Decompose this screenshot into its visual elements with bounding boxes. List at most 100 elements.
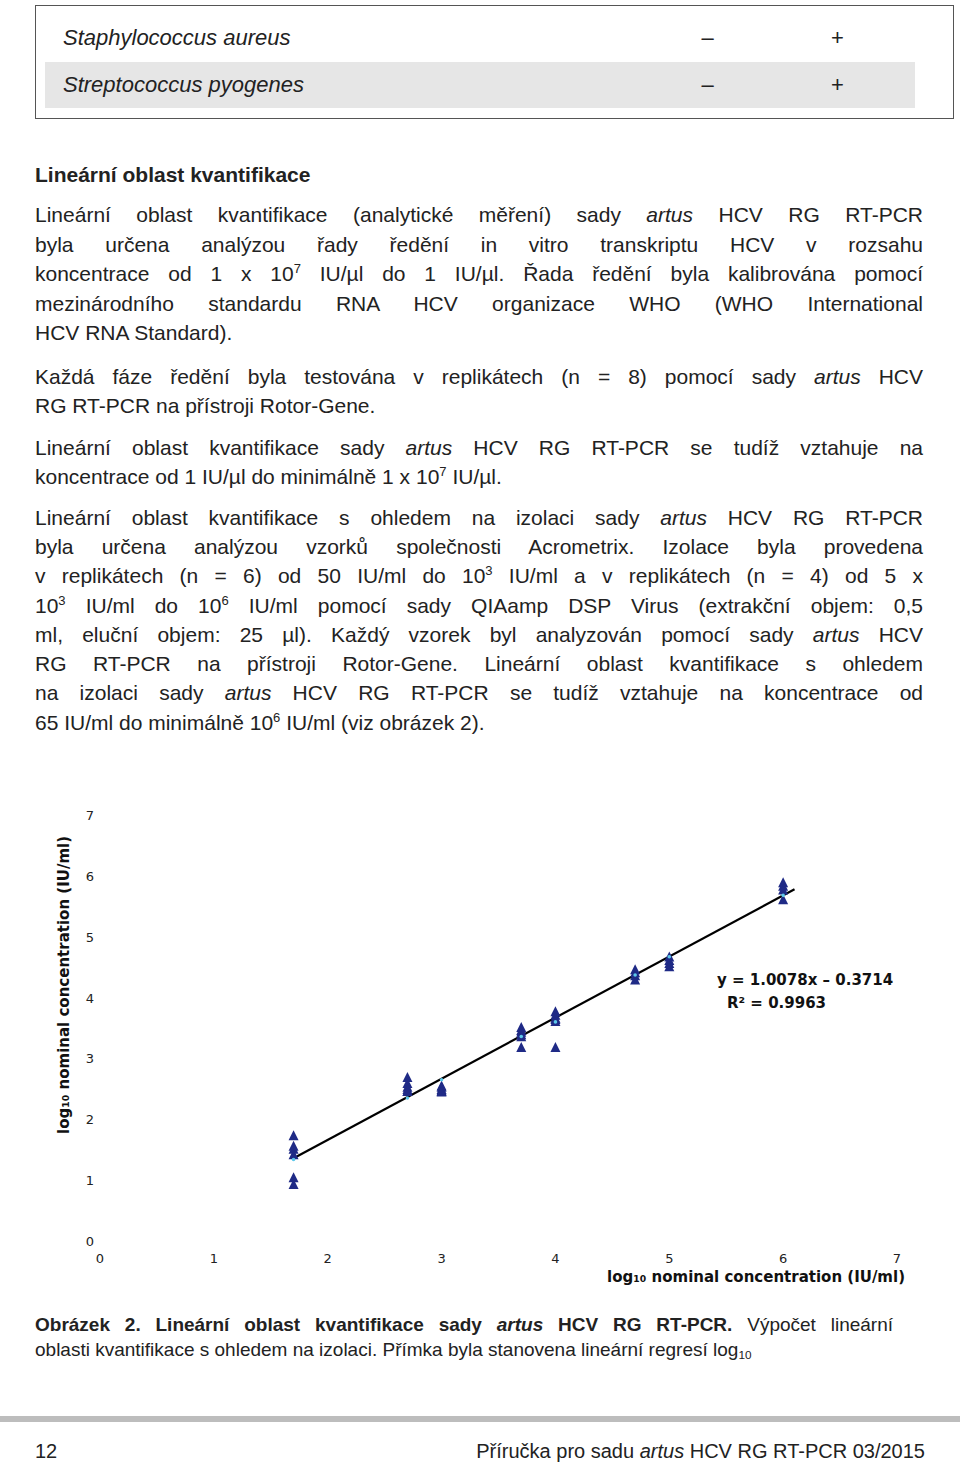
y-tick-label: 1 (86, 1173, 94, 1188)
caption-line: Obrázek 2. Lineární oblast kvantifikace … (35, 1314, 893, 1336)
x-tick-label: 3 (437, 1251, 445, 1266)
fit-point (440, 1078, 444, 1082)
text-run: 3 (485, 563, 492, 578)
paragraph-line: mezinárodního standardu RNA HCV organiza… (35, 292, 923, 316)
paragraph-line: byla určena analýzou vzorků společnosti … (35, 535, 923, 559)
text-run: mezinárodního standardu RNA HCV organiza… (35, 292, 923, 315)
text-run: artus (813, 623, 860, 646)
data-point (402, 1078, 412, 1088)
data-point (437, 1084, 447, 1094)
data-point (664, 961, 674, 971)
text-run: 3 (58, 593, 65, 608)
data-point (289, 1144, 299, 1154)
text-run: IU/µl do 1 IU/µl. Řada ředění byla kalib… (301, 262, 923, 285)
paragraph-line: byla určena analýzou řady ředění in vitr… (35, 233, 923, 257)
data-point (516, 1031, 526, 1041)
paragraph-line: Lineární oblast kvantifikace s ohledem n… (35, 506, 923, 530)
text-run: Příručka pro sadu (476, 1440, 639, 1462)
text-run: Obrázek 2. Lineární oblast kvantifikace … (35, 1314, 497, 1335)
text-run: HCV RG RT-PCR se tudíž vztahuje na konce… (271, 681, 923, 704)
text-run: RG RT-PCR na přístroji Rotor-Gene. (35, 394, 375, 417)
text-run: RG RT-PCR na přístroji Rotor-Gene. Lineá… (35, 652, 923, 675)
data-point (402, 1086, 412, 1096)
data-point (778, 884, 788, 894)
text-run: v replikátech (n = 6) od 50 IU/ml do 10 (35, 564, 485, 587)
fit-point (406, 1096, 410, 1100)
x-tick-label: 1 (210, 1251, 218, 1266)
paragraph-line: RG RT-PCR na přístroji Rotor-Gene. (35, 394, 923, 418)
table-row: Staphylococcus aureus–+ (45, 18, 915, 58)
fit-point (781, 894, 785, 898)
text-run: IU/ml a v replikátech (n = 4) od 5 x (493, 564, 923, 587)
text-run: artus (660, 506, 707, 529)
data-point (402, 1072, 412, 1082)
text-run: Lineární oblast kvantifikace s ohledem n… (35, 506, 660, 529)
text-run: artus (497, 1314, 543, 1335)
text-run: IU/ml do 10 (66, 594, 222, 617)
text-run: HCV RG RT-PCR. (543, 1314, 732, 1335)
y-tick-label: 4 (86, 991, 94, 1006)
text-run: koncentrace od 1 x 10 (35, 262, 294, 285)
text-run: HCV RG RT-PCR (707, 506, 923, 529)
paragraph-line: koncentrace od 1 IU/µl do minimálně 1 x … (35, 465, 923, 489)
data-point (402, 1086, 412, 1096)
fit-point (519, 1035, 523, 1039)
text-run: IU/ml (viz obrázek 2). (280, 711, 484, 734)
table-cell: Streptococcus pyogenes (63, 62, 304, 108)
table-cell: + (815, 62, 860, 108)
page: Staphylococcus aureus–+Streptococcus pyo… (0, 0, 960, 1463)
text-run: ml, eluční objem: 25 µl). Každý vzorek b… (35, 623, 813, 646)
fit-point (667, 955, 671, 959)
data-point (550, 1006, 560, 1016)
footer-rule (0, 1416, 960, 1422)
data-point (664, 951, 674, 961)
data-point (630, 964, 640, 974)
data-point (402, 1084, 412, 1094)
data-point (550, 1014, 560, 1024)
x-axis-label: log₁₀ nominal concentration (IU/ml) (607, 1268, 905, 1286)
table-cell: Staphylococcus aureus (63, 18, 290, 58)
text-run: 6 (221, 593, 228, 608)
data-point (437, 1085, 447, 1095)
y-tick-label: 0 (86, 1234, 94, 1249)
table-row: Streptococcus pyogenes – + (45, 62, 915, 108)
text-run: Každá fáze ředění byla testována v repli… (35, 365, 814, 388)
data-point (437, 1080, 447, 1090)
data-point (778, 877, 788, 887)
x-tick-label: 6 (779, 1251, 787, 1266)
text-run: IU/µl. (447, 465, 502, 488)
text-run: artus (814, 365, 861, 388)
text-run: HCV RG RT-PCR 03/2015 (684, 1440, 925, 1462)
x-tick-label: 2 (324, 1251, 332, 1266)
table-cell: – (685, 62, 730, 108)
y-axis-label: log₁₀ nominal concentration (IU/ml) (55, 836, 73, 1134)
data-point (550, 1042, 560, 1052)
text-run: HCV (859, 623, 923, 646)
text-run: artus (646, 203, 693, 226)
paragraph-line: koncentrace od 1 x 107 IU/µl do 1 IU/µl.… (35, 262, 923, 286)
y-tick-label: 6 (86, 869, 94, 884)
data-point (778, 881, 788, 891)
data-point (289, 1172, 299, 1182)
data-point (437, 1082, 447, 1092)
text-run: HCV (861, 365, 923, 388)
chart: 0123456701234567log₁₀ nominal concentrat… (0, 0, 960, 1463)
text-run: IU/ml pomocí sady QIAamp DSP Virus (extr… (229, 594, 923, 617)
text-run: koncentrace od 1 IU/µl do minimálně 1 x … (35, 465, 439, 488)
text-run: 7 (439, 464, 446, 479)
text-run: Lineární oblast kvantifikace sady (35, 436, 406, 459)
data-point (550, 1016, 560, 1026)
data-point (550, 1013, 560, 1023)
data-point (289, 1149, 299, 1159)
text-run: na izolaci sady (35, 681, 225, 704)
footer-text: Příručka pro sadu artus HCV RG RT-PCR 03… (476, 1439, 925, 1463)
y-tick-label: 7 (86, 808, 94, 823)
data-point (664, 958, 674, 968)
table-cell: – (685, 18, 730, 58)
paragraph-line: Lineární oblast kvantifikace (analytické… (35, 203, 923, 227)
plot-data (289, 877, 795, 1189)
data-point (437, 1086, 447, 1096)
paragraph-line: ml, eluční objem: 25 µl). Každý vzorek b… (35, 623, 923, 647)
y-tick-label: 3 (86, 1051, 94, 1066)
data-point (630, 970, 640, 980)
